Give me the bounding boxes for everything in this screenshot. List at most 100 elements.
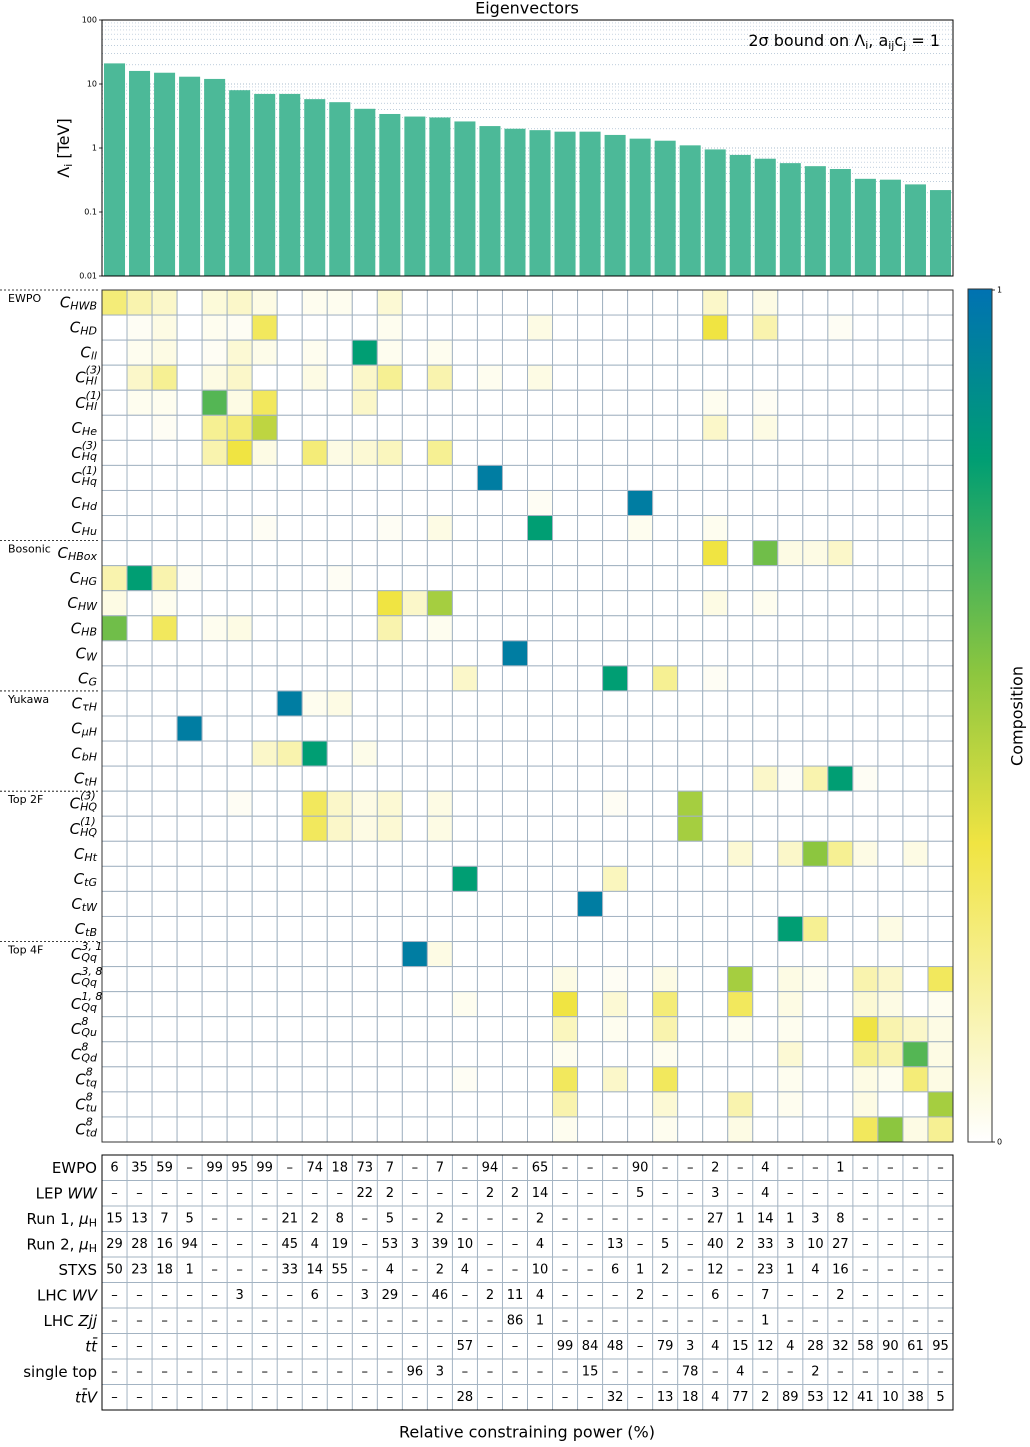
- heatmap-cell: [251, 991, 278, 1018]
- table-cell: 84: [582, 1339, 599, 1354]
- heatmap-cell: [126, 615, 153, 642]
- table-cell: 5: [185, 1211, 193, 1226]
- table-cell: –: [337, 1313, 344, 1328]
- heatmap-cell: [852, 890, 879, 917]
- heatmap-cell: [727, 1041, 754, 1068]
- table-cell: 4: [311, 1237, 319, 1252]
- heatmap-cell: [276, 540, 303, 567]
- table-cell: –: [537, 1364, 544, 1379]
- table-row-label: LEP WW: [36, 1184, 98, 1202]
- heatmap-cell: [852, 1041, 879, 1068]
- heatmap-cell: [702, 1016, 729, 1043]
- table-cell: –: [662, 1211, 669, 1226]
- table-cell: –: [362, 1364, 369, 1379]
- heatmap-cell: [652, 640, 679, 667]
- heatmap-cell: [151, 615, 178, 642]
- table-cell: 4: [536, 1288, 544, 1303]
- table-cell: –: [637, 1339, 644, 1354]
- heatmap-cell: [301, 565, 328, 592]
- heatmap-cell: [677, 439, 704, 466]
- heatmap-cell: [777, 941, 804, 968]
- heatmap-cell: [802, 389, 829, 416]
- heatmap-cell: [451, 364, 478, 391]
- heatmap-cell: [802, 690, 829, 717]
- table-cell: 77: [732, 1390, 749, 1405]
- heatmap-cell: [527, 439, 554, 466]
- heatmap-cell: [151, 1041, 178, 1068]
- table-row-label: LHC Zjj: [43, 1311, 97, 1329]
- heatmap-cell: [777, 740, 804, 767]
- heatmap-cell: [852, 489, 879, 517]
- heatmap-cell: [752, 941, 779, 968]
- heatmap-cell: [301, 414, 328, 441]
- heatmap-cell: [677, 865, 704, 892]
- heatmap-cell: [426, 289, 453, 316]
- heatmap-cell: [677, 840, 704, 867]
- heatmap-cell: [627, 966, 654, 993]
- table-cell: –: [362, 1339, 369, 1354]
- heatmap-cell: [476, 289, 503, 316]
- heatmap-cell: [151, 915, 178, 943]
- heatmap-cell: [852, 565, 879, 592]
- row-label-sub: G: [88, 675, 97, 688]
- heatmap-cell: [101, 464, 128, 491]
- heatmap-cell: [101, 389, 128, 416]
- table-cell: –: [887, 1364, 894, 1379]
- heatmap-cell: [527, 840, 554, 867]
- heatmap-cell: [426, 890, 453, 917]
- heatmap-cell: [802, 515, 829, 542]
- heatmap-cell: [702, 565, 729, 592]
- bar: [704, 149, 726, 276]
- heatmap-cell: [652, 339, 679, 366]
- heatmap-cell: [752, 865, 779, 892]
- heatmap-cell: [476, 590, 503, 617]
- heatmap-cell: [827, 1016, 854, 1043]
- heatmap-cell: [451, 389, 478, 416]
- table-row-label: tt̄: [85, 1336, 98, 1355]
- row-label: CHl: [75, 368, 97, 388]
- heatmap-cell: [827, 339, 854, 366]
- heatmap-cell: [126, 590, 153, 617]
- heatmap-cell: [501, 765, 528, 792]
- heatmap-cell: [326, 615, 353, 642]
- heatmap-cell: [401, 364, 428, 391]
- heatmap-cell: [401, 1041, 428, 1068]
- table-cell: 33: [757, 1237, 774, 1252]
- heatmap-cell: [777, 1066, 804, 1093]
- bar: [354, 108, 376, 276]
- heatmap-cell: [927, 665, 954, 692]
- heatmap-cell: [201, 765, 228, 792]
- heatmap-cell: [827, 865, 854, 892]
- heatmap-cell: [426, 389, 453, 416]
- heatmap-cell: [627, 1016, 654, 1043]
- heatmap-cell: [501, 314, 528, 341]
- heatmap-cell: [301, 615, 328, 642]
- table-cell: –: [862, 1237, 869, 1252]
- heatmap-cell: [376, 941, 403, 968]
- heatmap-cell: [727, 414, 754, 441]
- heatmap-cell: [276, 790, 303, 817]
- heatmap-cell: [677, 414, 704, 441]
- heatmap-cell: [401, 565, 428, 592]
- table-cell: –: [637, 1364, 644, 1379]
- heatmap-cell: [877, 815, 904, 842]
- heatmap-cell: [527, 364, 554, 391]
- table-cell: –: [887, 1211, 894, 1226]
- table-cell: –: [236, 1313, 243, 1328]
- table-cell: –: [737, 1160, 744, 1175]
- table-cell: –: [236, 1237, 243, 1252]
- table-cell: –: [312, 1186, 319, 1201]
- heatmap-cell: [627, 289, 654, 316]
- row-label-symbol: C: [75, 1095, 86, 1113]
- table-row-label: single top: [23, 1362, 97, 1380]
- heatmap-cell: [276, 1066, 303, 1093]
- heatmap-cell: [376, 1091, 403, 1118]
- table-cell: –: [687, 1160, 694, 1175]
- text-part: LHC: [37, 1286, 72, 1304]
- heatmap-cell: [426, 840, 453, 867]
- table-cell: 74: [306, 1160, 323, 1175]
- heatmap-cell: [101, 915, 128, 943]
- bar: [554, 131, 576, 276]
- heatmap-cell: [777, 765, 804, 792]
- heatmap-cell: [101, 765, 128, 792]
